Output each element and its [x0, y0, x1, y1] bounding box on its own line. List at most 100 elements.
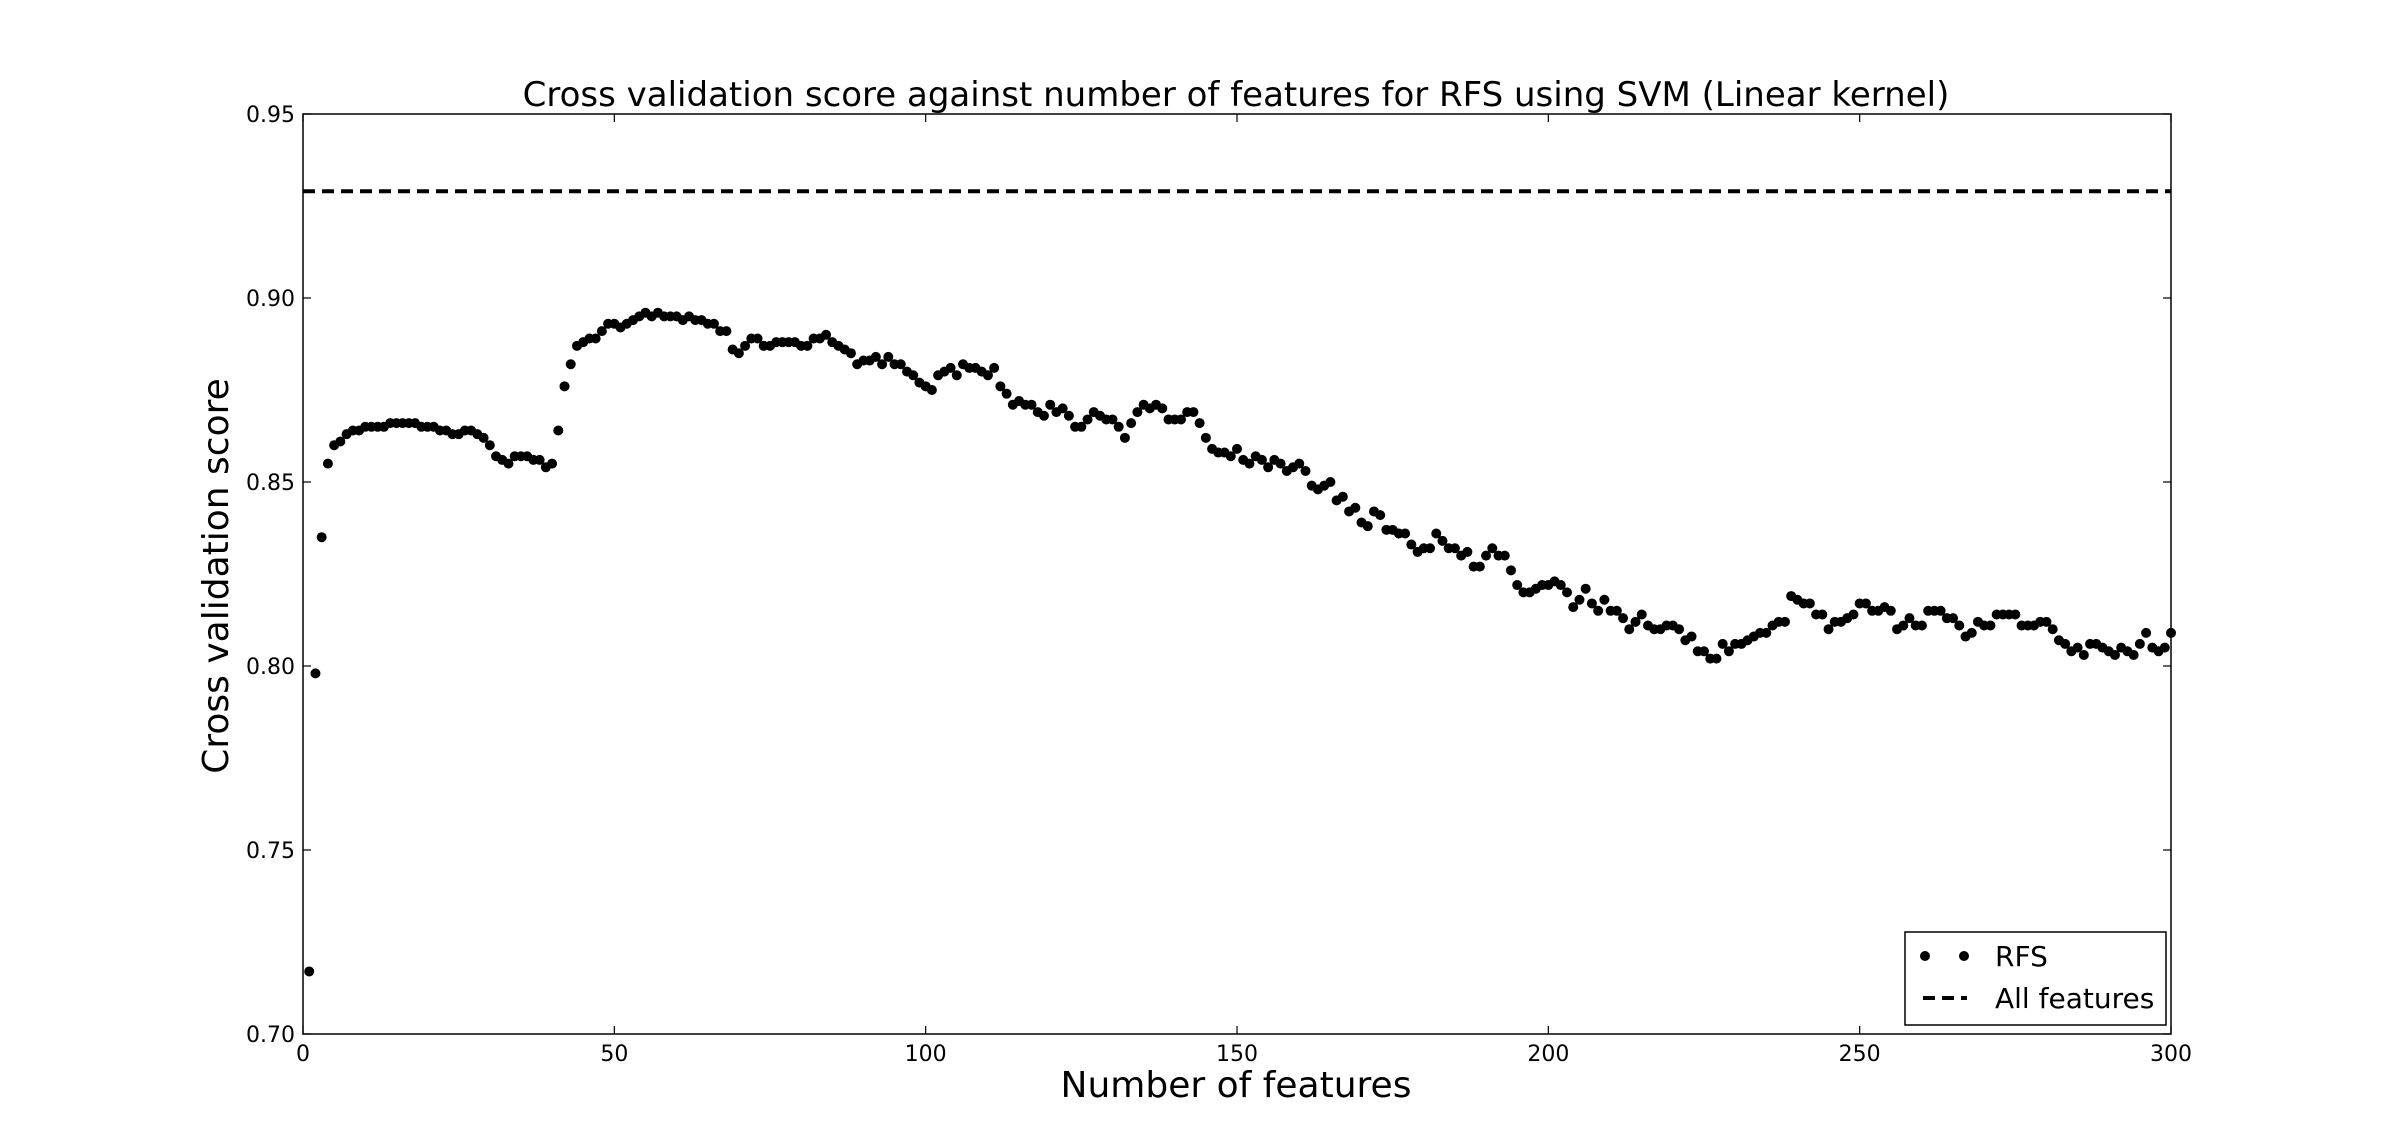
- rfs-point: [1505, 565, 1516, 576]
- rfs-point: [1038, 410, 1049, 421]
- rfs-point: [982, 370, 993, 381]
- rfs-point: [802, 340, 813, 351]
- rfs-point: [1157, 403, 1168, 414]
- rfs-point: [1686, 631, 1697, 642]
- rfs-point: [553, 425, 564, 436]
- rfs-point: [1630, 616, 1641, 627]
- rfs-point: [877, 359, 888, 370]
- rfs-point: [1362, 521, 1373, 532]
- rfs-point: [2134, 638, 2145, 649]
- y-tick-label: 0.90: [246, 287, 295, 312]
- y-tick-label: 0.70: [246, 1023, 295, 1048]
- rfs-point: [1063, 410, 1074, 421]
- rfs-point: [1904, 613, 1915, 624]
- rfs-point: [590, 333, 601, 344]
- rfs-point: [2109, 649, 2120, 660]
- rfs-point: [2166, 627, 2176, 638]
- rfs-point: [1026, 399, 1037, 410]
- rfs-point: [1232, 443, 1242, 454]
- rfs-point: [2047, 624, 2058, 635]
- rfs-point: [1076, 421, 1087, 432]
- rfs-point: [547, 458, 558, 469]
- rfs-point: [1717, 638, 1728, 649]
- rfs-point: [1848, 609, 1859, 620]
- y-tick-label: 0.75: [246, 839, 295, 864]
- rfs-point: [1618, 613, 1629, 624]
- rfs-point: [559, 381, 570, 392]
- rfs-point: [565, 359, 576, 370]
- rfs-point: [1474, 561, 1485, 572]
- rfs-point: [1624, 624, 1635, 635]
- x-tick-label: 150: [1216, 1042, 1258, 1067]
- rfs-point: [951, 370, 962, 381]
- rfs-point: [316, 532, 327, 543]
- rfs-point: [1674, 624, 1685, 635]
- x-tick-label: 200: [1527, 1042, 1569, 1067]
- rfs-point: [1761, 627, 1772, 638]
- rfs-point: [1599, 594, 1610, 605]
- rfs-point: [708, 318, 719, 329]
- rfs-point: [1487, 543, 1498, 554]
- rfs-point: [926, 385, 937, 395]
- rfs-point: [596, 326, 607, 337]
- rfs-point: [821, 329, 832, 340]
- rfs-point: [1779, 616, 1790, 627]
- rfs-point: [2041, 616, 2052, 627]
- legend-box: [1904, 931, 2167, 1026]
- rfs-point: [1985, 620, 1996, 631]
- rfs-point: [322, 458, 333, 469]
- rfs-point: [1294, 458, 1305, 469]
- rfs-point: [1636, 609, 1647, 620]
- rfs-point: [845, 348, 856, 359]
- rfs-point: [335, 436, 346, 447]
- rfs-point: [1916, 620, 1927, 631]
- rfs-point: [908, 370, 919, 381]
- rfs-point: [1562, 587, 1573, 598]
- x-tick-label: 0: [296, 1042, 310, 1067]
- rfs-point: [1375, 510, 1386, 521]
- rfs-point: [1275, 458, 1286, 469]
- rfs-point: [1001, 388, 1012, 399]
- rfs-point: [1300, 465, 1311, 476]
- rfs-point: [1082, 414, 1093, 425]
- rfs-point: [1188, 407, 1199, 418]
- y-tick-label: 0.85: [246, 471, 295, 496]
- rfs-point: [1935, 605, 1946, 616]
- rfs-point: [1966, 627, 1977, 638]
- rfs-point: [484, 440, 495, 451]
- rfs-point: [1256, 454, 1267, 465]
- rfs-point: [1885, 605, 1896, 616]
- rfs-point: [1568, 602, 1579, 613]
- rfs-point: [1057, 403, 1068, 414]
- rfs-point: [2159, 642, 2170, 653]
- rfs-point: [1400, 528, 1411, 539]
- chart-title: Cross validation score against number of…: [523, 75, 1950, 115]
- rfs-point: [1200, 432, 1211, 443]
- rfs-point: [945, 362, 956, 373]
- rfs-point: [1593, 605, 1604, 616]
- rfs-point: [1860, 598, 1871, 609]
- rfs-point: [1611, 605, 1622, 616]
- rfs-point: [1481, 550, 1492, 561]
- rfs-point: [1126, 418, 1137, 429]
- rfs-point: [1574, 594, 1585, 605]
- rfs-point: [1512, 580, 1523, 591]
- rfs-point: [1425, 543, 1436, 554]
- rfs-point: [1132, 407, 1143, 418]
- rfs-point: [2141, 627, 2152, 638]
- rfs-point: [721, 326, 732, 337]
- rfs-point: [1499, 550, 1510, 561]
- plot-area: 0 50 100 150 200 250 300 0.70 0.75 0.80 0.85 0.90 0.…: [246, 103, 2192, 1067]
- rfs-point: [1431, 528, 1442, 539]
- rfs-point: [1711, 653, 1722, 664]
- rfs-point: [1586, 598, 1597, 609]
- y-tick-label: 0.95: [246, 103, 295, 128]
- rfs-point: [1823, 624, 1834, 635]
- rfs-point: [995, 381, 1006, 392]
- legend-dot-symbol: [1920, 951, 1930, 961]
- rfs-point: [2078, 649, 2089, 660]
- rfs-point: [883, 351, 894, 362]
- y-axis-title: Cross validation score: [196, 378, 237, 774]
